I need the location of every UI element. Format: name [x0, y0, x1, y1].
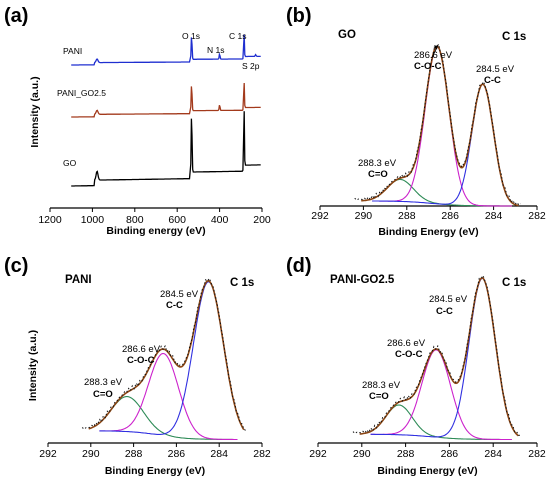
panel-d-label: (d)	[286, 255, 312, 277]
panel-d-peak-energy-1: 286.6 eV	[387, 338, 426, 349]
panel-a-peak-label-3: S 2p	[242, 61, 260, 71]
panel-b-peak-bond-1: C-O-C	[414, 61, 442, 72]
panel-b-peak-bond-2: C-C	[484, 75, 501, 86]
panel-a-tick-label-0: 1200	[38, 214, 62, 226]
panel-c-peak-bond-2: C-C	[166, 300, 183, 311]
panel-d-tick-label-2: 288	[397, 448, 415, 460]
panel-d-peak-bond-0: C=O	[369, 391, 389, 402]
panel-d-tick-label-4: 284	[484, 448, 502, 460]
panel-a-tick-label-1: 1000	[81, 214, 105, 226]
panel-c-raw-data	[81, 277, 247, 431]
panel-b-tick-label-4: 284	[485, 210, 503, 222]
panel-a-peak-label-2: C 1s	[229, 31, 246, 41]
panel-d-peak-1	[370, 349, 512, 441]
panel-b-tick-label-5: 282	[528, 210, 546, 222]
panel-a-tick-label-2: 800	[126, 214, 144, 226]
panel-b-peak-bond-0: C=O	[368, 169, 388, 180]
panel-d-tick-label-5: 282	[528, 448, 546, 460]
panel-a-series-label-2: GO	[63, 158, 77, 168]
panel-b-tick-label-1: 290	[355, 210, 373, 222]
panel-d-x-axis-title: Binding Energy (eV)	[377, 465, 477, 477]
panel-b-tick-label-0: 292	[311, 210, 329, 222]
panel-c-label: (c)	[4, 255, 28, 277]
panel-a-y-axis-title: Intensity (a.u.)	[29, 76, 41, 147]
panel-d-raw-data	[352, 274, 521, 436]
panel-d-tick-label-3: 286	[441, 448, 459, 460]
panel-b-region-label: C 1s	[502, 31, 526, 43]
panel-d-peak-bond-2: C-C	[436, 306, 453, 317]
panel-c-peak-bond-0: C=O	[93, 389, 113, 400]
panel-d-peak-energy-0: 288.3 eV	[362, 380, 401, 391]
panel-d-region-label: C 1s	[502, 277, 526, 289]
panel-c-tick-label-4: 284	[210, 448, 228, 460]
panel-c-peak-bond-1: C-O-C	[127, 355, 155, 366]
panel-b-tick-label-2: 288	[398, 210, 416, 222]
panel-a-series-label-1: PANI_GO2.5	[57, 88, 106, 98]
panel-c-sample-name: PANI	[65, 274, 92, 286]
panel-b-label: (b)	[286, 5, 312, 27]
panel-b-tick-label-3: 286	[441, 210, 459, 222]
panel-a-label: (a)	[4, 5, 28, 27]
panel-a-tick-label-3: 600	[168, 214, 186, 226]
panel-c-envelope	[88, 279, 245, 431]
panel-c-peak-energy-1: 286.6 eV	[122, 344, 161, 355]
panel-c-peak-energy-2: 284.5 eV	[160, 289, 199, 300]
panel-b-arrow-head	[433, 45, 438, 50]
panel-b-peak-0	[371, 178, 512, 207]
panel-c-peak-energy-0: 288.3 eV	[84, 377, 123, 388]
panel-b-peak-energy-2: 284.5 eV	[476, 64, 515, 75]
panel-c-tick-label-3: 286	[168, 448, 186, 460]
panel-c-tick-label-0: 292	[39, 448, 57, 460]
panel-d-sample-name: PANI-GO2.5	[330, 274, 395, 286]
panel-b-peak-2	[372, 83, 513, 205]
panel-a-x-axis-title: Binding energy (eV)	[106, 225, 205, 237]
panel-a-peak-label-1: N 1s	[207, 45, 224, 55]
panel-c-y-axis-title: Intensity (a.u.)	[27, 330, 39, 401]
panel-a-peak-label-0: O 1s	[182, 31, 200, 41]
panel-c-tick-label-5: 282	[253, 448, 271, 460]
panel-d-tick-label-1: 290	[353, 448, 371, 460]
panel-a-series-0	[71, 34, 261, 66]
panel-c-peak-1	[99, 352, 238, 441]
panel-a-tick-label-4: 400	[211, 214, 229, 226]
panel-a-tick-label-5: 200	[253, 214, 271, 226]
panel-a-series-2	[71, 111, 261, 187]
panel-b-x-axis-title: Binding Energy (eV)	[378, 226, 478, 238]
panel-b-sample-name: GO	[338, 29, 356, 41]
panel-d-peak-bond-1: C-O-C	[395, 349, 423, 360]
panel-a-series-1	[71, 82, 261, 118]
panel-a-series-label-0: PANI	[63, 46, 82, 56]
panel-c-tick-label-1: 290	[82, 448, 100, 460]
panel-b-peak-energy-0: 288.3 eV	[358, 158, 397, 169]
panel-c-x-axis-title: Binding Energy (eV)	[105, 465, 205, 477]
panel-d-tick-label-0: 292	[309, 448, 327, 460]
panel-c-tick-label-2: 288	[125, 448, 143, 460]
panel-c-peak-0	[99, 396, 238, 441]
panel-d-peak-energy-2: 284.5 eV	[429, 294, 468, 305]
panel-c-region-label: C 1s	[230, 277, 254, 289]
